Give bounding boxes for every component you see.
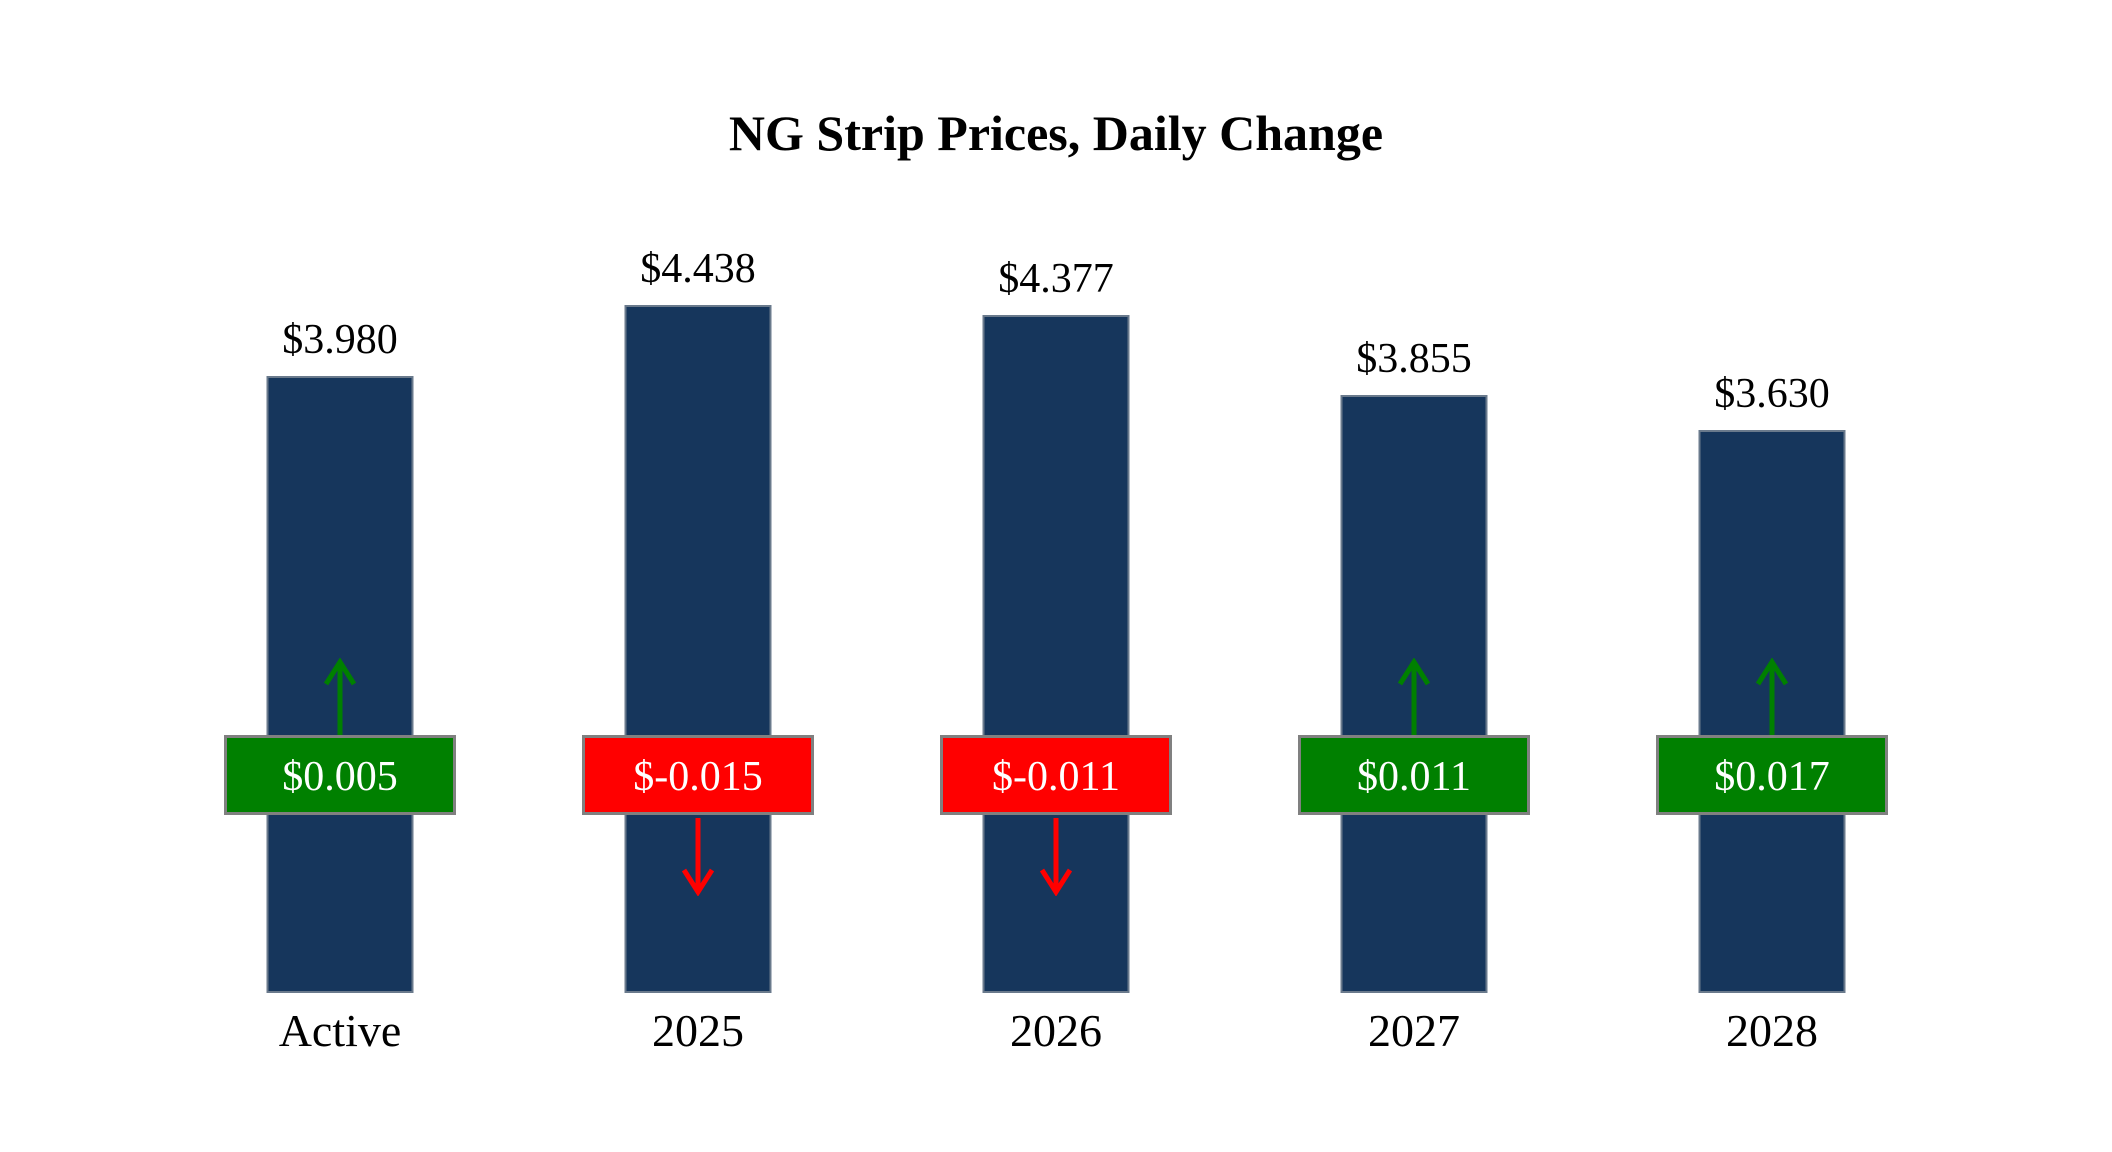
category-label: 2026 — [1010, 1005, 1102, 1056]
category-label: 2028 — [1726, 1005, 1818, 1056]
bar-value-label: $3.855 — [1356, 336, 1472, 382]
down-arrow-icon — [1039, 818, 1073, 896]
change-badge: $-0.011 — [940, 735, 1172, 815]
change-badge: $0.005 — [224, 735, 456, 815]
bar-value-label: $3.980 — [282, 317, 398, 363]
bar-value-label: $4.438 — [640, 246, 756, 292]
change-badge: $-0.015 — [582, 735, 814, 815]
bar-column: $3.855 $0.011 2027 — [1235, 0, 1593, 1152]
up-arrow-icon — [1755, 658, 1789, 736]
up-arrow-icon — [1397, 658, 1431, 736]
change-badge: $0.017 — [1656, 735, 1888, 815]
bar-value-label: $3.630 — [1714, 371, 1830, 417]
bar-column: $4.438 $-0.015 2025 — [519, 0, 877, 1152]
bar-column: $3.980 $0.005 Active — [161, 0, 519, 1152]
category-label: 2025 — [652, 1005, 744, 1056]
category-label: Active — [278, 1005, 402, 1056]
category-label: 2027 — [1368, 1005, 1460, 1056]
bar-columns: $3.980 $0.005 Active $4.438 $-0.015 2025 $4.37… — [161, 0, 1951, 1152]
bar-column: $3.630 $0.017 2028 — [1593, 0, 1951, 1152]
chart-title: NG Strip Prices, Daily Change — [728, 105, 1384, 161]
bar-value-label: $4.377 — [998, 256, 1114, 302]
change-badge: $0.011 — [1298, 735, 1530, 815]
down-arrow-icon — [681, 818, 715, 896]
bar-column: $4.377 $-0.011 2026 — [877, 0, 1235, 1152]
up-arrow-icon — [323, 658, 357, 736]
